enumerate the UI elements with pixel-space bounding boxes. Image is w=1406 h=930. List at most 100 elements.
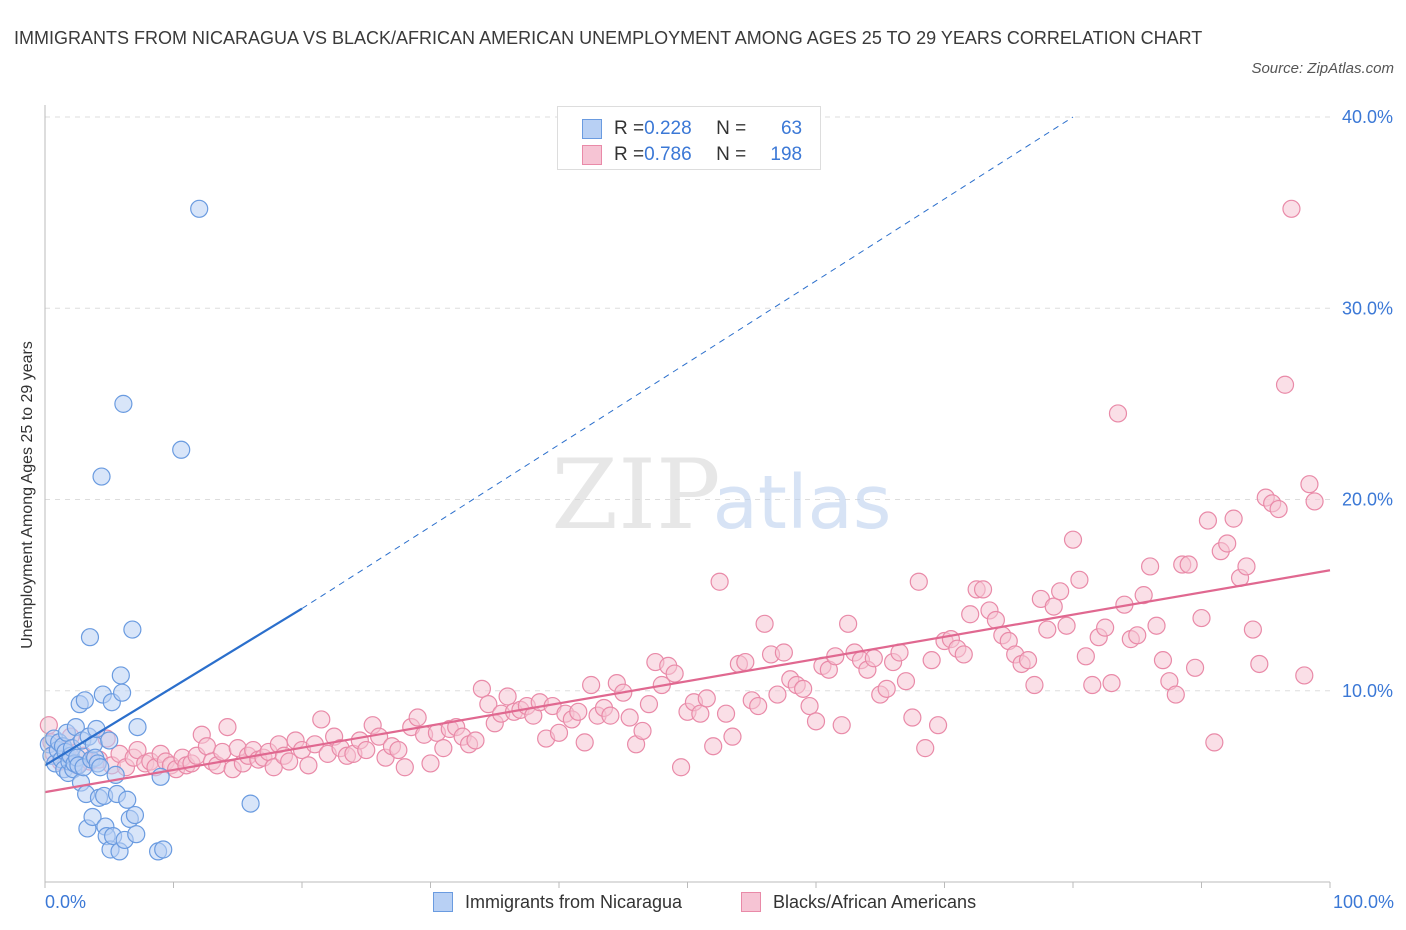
data-point-black [1282,199,1301,218]
data-point-nicaragua [80,628,100,647]
data-point-black [395,758,414,777]
data-point-black [768,685,787,704]
data-point-black [710,572,729,591]
data-point-black [1096,618,1115,637]
data-point-black [909,572,928,591]
y-tick-labels: 10.0% 20.0% 30.0% 40.0% [1342,107,1393,701]
data-point-black [1166,685,1185,704]
data-point-black [1237,557,1256,576]
data-point-black [896,672,916,691]
y-tick-label: 10.0% [1342,681,1393,701]
legend-r-value: 0.786 [644,144,692,165]
data-point-nicaragua [127,825,146,844]
data-point-black [197,737,217,756]
watermark-atlas: atlas [713,460,892,546]
data-point-black [1218,534,1237,553]
data-point-black [1063,530,1083,549]
data-point-black [1153,651,1173,670]
data-point-black [800,696,819,716]
data-point-nicaragua [125,805,145,825]
legend-swatch-nicaragua [582,119,602,139]
data-point-black [575,733,594,752]
data-point-nicaragua [190,199,209,218]
data-point-black [697,689,716,708]
data-point-nicaragua [172,440,191,459]
trend-lines [44,116,1331,794]
correlation-legend: R = 0.228 N = 63 R = 0.786 N = 198 [557,106,821,170]
data-point-black [421,754,440,773]
trend-line-black [44,569,1331,794]
bottom-legend-swatch-nicaragua [433,892,453,912]
data-point-black [466,731,485,750]
data-point-black [691,704,710,723]
data-point-black [1295,666,1314,685]
data-point-black [1147,616,1166,635]
data-point-nicaragua [91,758,110,777]
data-point-nicaragua [154,840,173,859]
data-point-black [1305,492,1324,511]
data-point-black [389,740,408,760]
data-point-black [839,614,858,633]
data-point-black [922,651,941,670]
data-point-black [434,739,453,758]
legend-r-label: R = [614,144,645,165]
y-tick-label: 40.0% [1342,107,1393,127]
legend-row-black: R = 0.786 N = 198 [582,141,802,169]
data-point-black [1076,647,1095,666]
data-point-black [1205,733,1224,752]
data-point-black [1025,675,1044,695]
data-point-black [671,758,691,777]
data-point-black [1192,608,1211,628]
chart-title: IMMIGRANTS FROM NICARAGUA VS BLACK/AFRIC… [14,28,1203,48]
data-point-black [877,679,896,698]
bottom-legend-black: Blacks/African Americans [741,888,976,916]
data-point-nicaragua [112,683,132,702]
data-point-black [1128,626,1147,645]
data-point-black [832,716,851,735]
data-point-black [280,752,299,771]
y-tick-label: 20.0% [1342,490,1393,510]
data-point-black [1250,654,1269,674]
data-point-black [1038,620,1057,639]
data-point-black [1224,509,1243,528]
data-point-black [472,679,491,698]
data-point-black [1300,475,1319,494]
data-point-black [1243,620,1263,639]
data-point-nicaragua [114,394,133,413]
data-point-black [961,605,980,624]
legend-swatch-black [582,145,602,165]
data-point-black [1044,597,1063,616]
data-point-black [498,687,517,706]
data-point-black [928,716,948,735]
y-tick-label: 30.0% [1342,298,1393,318]
legend-r-value: 0.228 [644,118,692,139]
legend-n-value: 198 [770,144,803,165]
data-point-nicaragua [241,794,260,813]
grid [45,116,1330,692]
data-point-black [704,737,723,756]
data-point-black [794,679,813,698]
data-point-black [569,702,588,721]
data-point-black [774,643,793,662]
data-point-nicaragua [92,467,111,486]
data-point-black [582,675,601,695]
series-nicaragua-points [39,199,260,861]
data-point-nicaragua [75,691,94,710]
bottom-legend-swatch-black [741,892,761,912]
data-point-black [1134,586,1153,605]
source-label: Source: ZipAtlas.com [1251,60,1394,77]
bottom-legend-label-black: Blacks/African Americans [773,891,977,912]
axes [44,105,1331,888]
data-point-black [1108,404,1128,423]
data-point-black [736,652,755,672]
bottom-legend-nicaragua: Immigrants from Nicaragua [433,888,682,916]
data-point-black [639,695,659,714]
legend-n-label: N = [716,144,747,165]
data-point-black [479,695,498,714]
data-point-black [1179,555,1198,574]
data-point-black [549,723,569,742]
data-point-black [973,580,993,599]
data-point-black [1275,375,1295,394]
legend-r-label: R = [614,118,645,139]
